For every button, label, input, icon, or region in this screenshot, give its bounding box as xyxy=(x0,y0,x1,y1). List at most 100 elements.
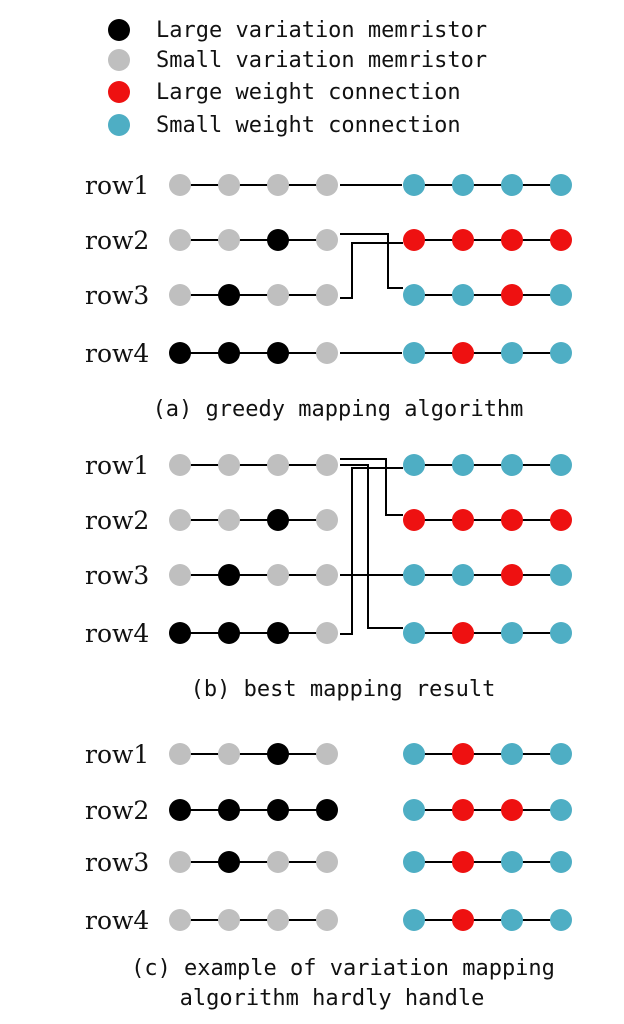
large-variation-dot-icon xyxy=(108,19,130,41)
small-weight-connection-dot xyxy=(403,622,425,644)
small-variation-memristor-dot xyxy=(316,909,338,931)
small-variation-memristor-dot xyxy=(267,851,289,873)
small-variation-memristor-dot xyxy=(218,509,240,531)
small-variation-memristor-dot xyxy=(218,743,240,765)
small-weight-connection-dot xyxy=(403,909,425,931)
large-variation-memristor-dot xyxy=(169,799,191,821)
legend-item-small-variation: Small variation memristor xyxy=(108,45,487,75)
row-label: row3 xyxy=(85,848,149,877)
legend-item-large-variation: Large variation memristor xyxy=(108,15,487,45)
small-weight-connection-dot xyxy=(501,909,523,931)
large-weight-connection-dot xyxy=(501,564,523,586)
row-label: row3 xyxy=(85,561,149,590)
row-label: row2 xyxy=(85,506,149,535)
small-weight-connection-dot xyxy=(452,564,474,586)
small-weight-connection-dot xyxy=(452,454,474,476)
large-variation-memristor-dot xyxy=(316,799,338,821)
row-label: row1 xyxy=(85,740,149,769)
large-weight-connection-dot xyxy=(403,229,425,251)
small-variation-memristor-dot xyxy=(169,909,191,931)
large-variation-memristor-dot xyxy=(267,743,289,765)
large-weight-connection-dot xyxy=(501,284,523,306)
large-variation-memristor-dot xyxy=(267,799,289,821)
small-variation-memristor-dot xyxy=(218,229,240,251)
large-variation-memristor-dot xyxy=(218,799,240,821)
small-weight-connection-dot xyxy=(501,454,523,476)
large-weight-connection-dot xyxy=(452,229,474,251)
small-weight-connection-dot xyxy=(550,564,572,586)
small-weight-connection-dot xyxy=(550,454,572,476)
row-label: row1 xyxy=(85,171,149,200)
panel-caption: (b) best mapping result xyxy=(191,677,496,702)
large-weight-connection-dot xyxy=(501,229,523,251)
small-variation-memristor-dot xyxy=(169,743,191,765)
mapping-connector xyxy=(340,233,403,289)
small-variation-dot-icon xyxy=(108,49,130,71)
small-weight-connection-dot xyxy=(501,851,523,873)
legend-label: Small variation memristor xyxy=(156,47,488,73)
small-weight-connection-dot xyxy=(550,342,572,364)
small-variation-memristor-dot xyxy=(316,174,338,196)
small-variation-memristor-dot xyxy=(218,454,240,476)
row-label: row3 xyxy=(85,281,149,310)
large-variation-memristor-dot xyxy=(218,851,240,873)
large-variation-memristor-dot xyxy=(169,622,191,644)
small-weight-connection-dot xyxy=(403,564,425,586)
row-label: row2 xyxy=(85,226,149,255)
large-weight-connection-dot xyxy=(452,509,474,531)
mapping-connector xyxy=(340,242,403,299)
small-variation-memristor-dot xyxy=(218,174,240,196)
row-label: row4 xyxy=(85,339,149,368)
legend-item-large-weight: Large weight connection xyxy=(108,77,461,107)
large-variation-memristor-dot xyxy=(218,622,240,644)
small-weight-connection-dot xyxy=(403,851,425,873)
small-variation-memristor-dot xyxy=(267,174,289,196)
small-variation-memristor-dot xyxy=(267,284,289,306)
panel-caption: (a) greedy mapping algorithm xyxy=(153,397,524,422)
small-variation-memristor-dot xyxy=(316,284,338,306)
large-weight-connection-dot xyxy=(452,622,474,644)
panel-caption: algorithm hardly handle xyxy=(180,986,485,1011)
small-variation-memristor-dot xyxy=(316,454,338,476)
large-weight-connection-dot xyxy=(452,851,474,873)
small-variation-memristor-dot xyxy=(169,564,191,586)
large-weight-dot-icon xyxy=(108,81,130,103)
legend-label: Large weight connection xyxy=(156,79,461,105)
legend-label: Large variation memristor xyxy=(156,17,488,43)
mapping-connector xyxy=(340,464,403,629)
mapping-connector xyxy=(340,467,403,635)
small-weight-connection-dot xyxy=(550,284,572,306)
small-variation-memristor-dot xyxy=(169,229,191,251)
small-weight-connection-dot xyxy=(501,174,523,196)
large-variation-memristor-dot xyxy=(218,564,240,586)
legend-label: Small weight connection xyxy=(156,112,461,138)
large-variation-memristor-dot xyxy=(267,229,289,251)
small-weight-connection-dot xyxy=(501,743,523,765)
large-variation-memristor-dot xyxy=(267,342,289,364)
large-weight-connection-dot xyxy=(452,342,474,364)
large-weight-connection-dot xyxy=(403,509,425,531)
small-variation-memristor-dot xyxy=(267,454,289,476)
small-weight-connection-dot xyxy=(550,909,572,931)
large-variation-memristor-dot xyxy=(218,284,240,306)
small-weight-connection-dot xyxy=(550,174,572,196)
small-weight-connection-dot xyxy=(550,851,572,873)
panel-caption: (c) example of variation mapping xyxy=(131,956,555,981)
small-variation-memristor-dot xyxy=(169,509,191,531)
large-weight-connection-dot xyxy=(501,509,523,531)
small-variation-memristor-dot xyxy=(316,622,338,644)
small-variation-memristor-dot xyxy=(267,909,289,931)
small-weight-connection-dot xyxy=(403,743,425,765)
small-weight-connection-dot xyxy=(403,799,425,821)
small-weight-connection-dot xyxy=(403,342,425,364)
row-label: row4 xyxy=(85,619,149,648)
large-variation-memristor-dot xyxy=(218,342,240,364)
row-label: row1 xyxy=(85,451,149,480)
large-weight-connection-dot xyxy=(550,509,572,531)
large-weight-connection-dot xyxy=(452,909,474,931)
small-weight-connection-dot xyxy=(403,174,425,196)
small-weight-connection-dot xyxy=(501,622,523,644)
small-variation-memristor-dot xyxy=(267,564,289,586)
